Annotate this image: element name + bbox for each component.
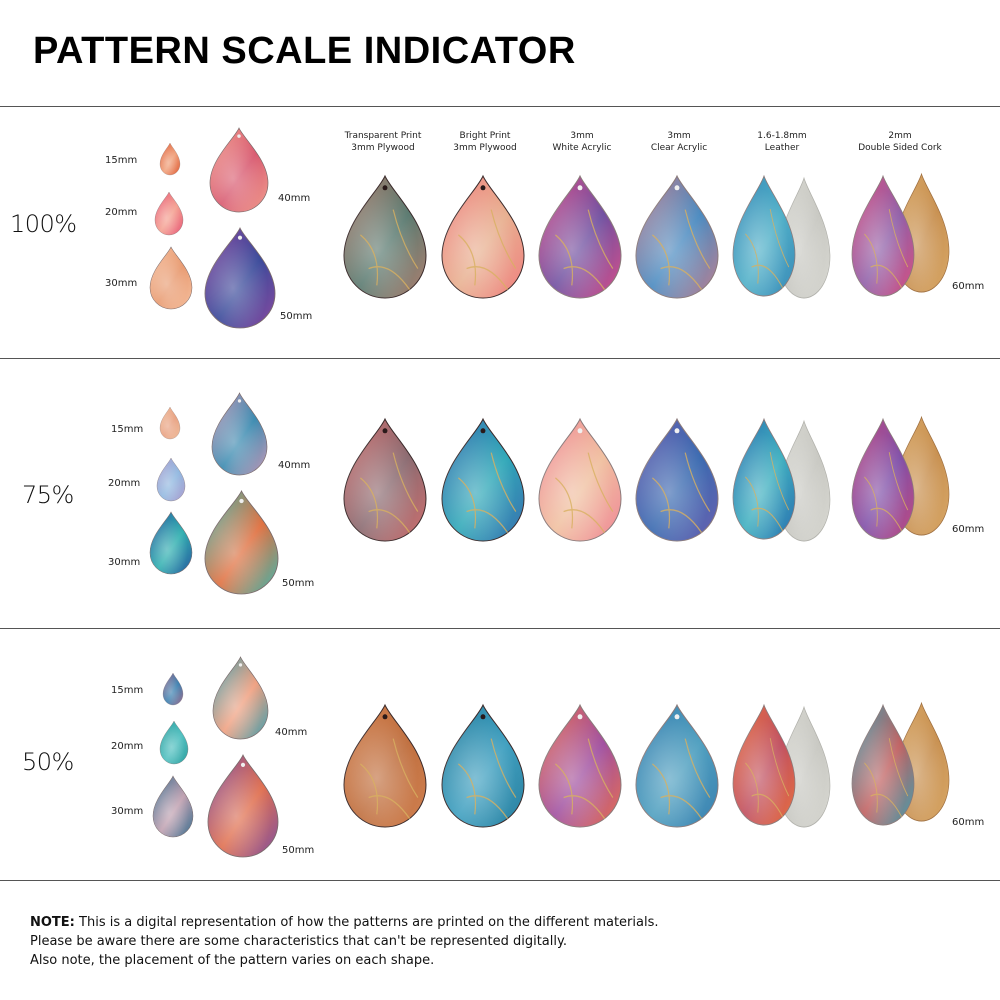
size-reference-drop-40mm: [211, 392, 268, 476]
material-line2: White Acrylic: [552, 143, 612, 153]
material-sample-cork: [851, 174, 915, 297]
size-label: 50mm: [280, 311, 313, 322]
size-reference-drop-40mm: [212, 656, 269, 740]
page-title: PATTERN SCALE INDICATOR: [33, 30, 576, 72]
note-line2: Please be aware there are some character…: [30, 934, 567, 949]
size-label: 20mm: [108, 478, 141, 489]
size-reference-drop-20mm: [154, 191, 184, 236]
divider-top: [0, 106, 1000, 107]
material-header-transparent-plywood: Transparent Print 3mm Plywood: [328, 130, 438, 154]
material-line2: Leather: [764, 143, 800, 153]
size-label: 40mm: [275, 727, 308, 738]
material-line2: Double Sided Cork: [858, 143, 942, 153]
material-sample-cork: [851, 417, 915, 540]
material-line2: Clear Acrylic: [650, 143, 708, 153]
size-reference-drop-50mm: [207, 753, 279, 858]
material-sample-bright-plywood: [441, 174, 525, 299]
size-reference-drop-15mm: [159, 406, 181, 440]
material-line1: Transparent Print: [344, 131, 422, 141]
size-label: 40mm: [278, 460, 311, 471]
scale-percentage: 100%: [10, 210, 77, 238]
material-header-cork: 2mm Double Sided Cork: [845, 130, 955, 154]
sample-size-label: 60mm: [952, 524, 985, 535]
size-reference-drop-40mm: [209, 127, 269, 213]
size-label: 20mm: [105, 207, 138, 218]
size-label: 50mm: [282, 845, 315, 856]
material-line1: Bright Print: [459, 131, 511, 141]
divider-2: [0, 628, 1000, 629]
material-line2: 3mm Plywood: [453, 143, 517, 153]
material-sample-bright-plywood: [441, 703, 525, 828]
size-reference-drop-50mm: [204, 226, 276, 329]
size-reference-drop-30mm: [149, 246, 193, 310]
material-line1: 3mm: [570, 131, 594, 141]
size-reference-drop-15mm: [162, 672, 184, 706]
note-line1: This is a digital representation of how …: [74, 915, 659, 930]
material-sample-leather: [732, 174, 796, 297]
size-reference-drop-20mm: [156, 457, 186, 502]
size-reference-drop-50mm: [204, 489, 279, 595]
note-prefix: NOTE:: [30, 915, 75, 930]
material-line1: 2mm: [888, 131, 912, 141]
material-sample-transparent-plywood: [343, 703, 427, 828]
material-line1: 1.6-1.8mm: [757, 131, 807, 141]
size-reference-drop-20mm: [159, 720, 189, 765]
size-reference-drop-15mm: [159, 142, 181, 176]
material-header-leather: 1.6-1.8mm Leather: [727, 130, 837, 154]
scale-percentage: 75%: [22, 481, 74, 509]
material-sample-transparent-plywood: [343, 174, 427, 299]
size-label: 30mm: [105, 278, 138, 289]
divider-1: [0, 358, 1000, 359]
scale-percentage: 50%: [22, 748, 74, 776]
note-line3: Also note, the placement of the pattern …: [30, 953, 435, 968]
material-sample-clear-acrylic: [635, 703, 719, 828]
material-sample-clear-acrylic: [635, 174, 719, 299]
size-label: 20mm: [111, 741, 144, 752]
material-header-clear-acrylic: 3mm Clear Acrylic: [624, 130, 734, 154]
size-label: 15mm: [111, 424, 144, 435]
size-label: 15mm: [111, 685, 144, 696]
sample-size-label: 60mm: [952, 817, 985, 828]
material-line1: 3mm: [667, 131, 691, 141]
size-label: 40mm: [278, 193, 311, 204]
sample-size-label: 60mm: [952, 281, 985, 292]
material-header-white-acrylic: 3mm White Acrylic: [527, 130, 637, 154]
size-label: 50mm: [282, 578, 315, 589]
size-label: 30mm: [111, 806, 144, 817]
size-reference-drop-30mm: [152, 775, 194, 838]
material-sample-clear-acrylic: [635, 417, 719, 542]
material-sample-leather: [732, 703, 796, 826]
material-line2: 3mm Plywood: [351, 143, 415, 153]
material-sample-transparent-plywood: [343, 417, 427, 542]
material-sample-white-acrylic: [538, 174, 622, 299]
material-sample-bright-plywood: [441, 417, 525, 542]
size-label: 30mm: [108, 557, 141, 568]
material-sample-white-acrylic: [538, 703, 622, 828]
size-reference-drop-30mm: [149, 511, 193, 575]
material-sample-cork: [851, 703, 915, 826]
material-sample-leather: [732, 417, 796, 540]
note-text: NOTE: This is a digital representation o…: [30, 913, 659, 970]
divider-bottom: [0, 880, 1000, 881]
material-sample-white-acrylic: [538, 417, 622, 542]
size-label: 15mm: [105, 155, 138, 166]
material-header-bright-plywood: Bright Print 3mm Plywood: [430, 130, 540, 154]
